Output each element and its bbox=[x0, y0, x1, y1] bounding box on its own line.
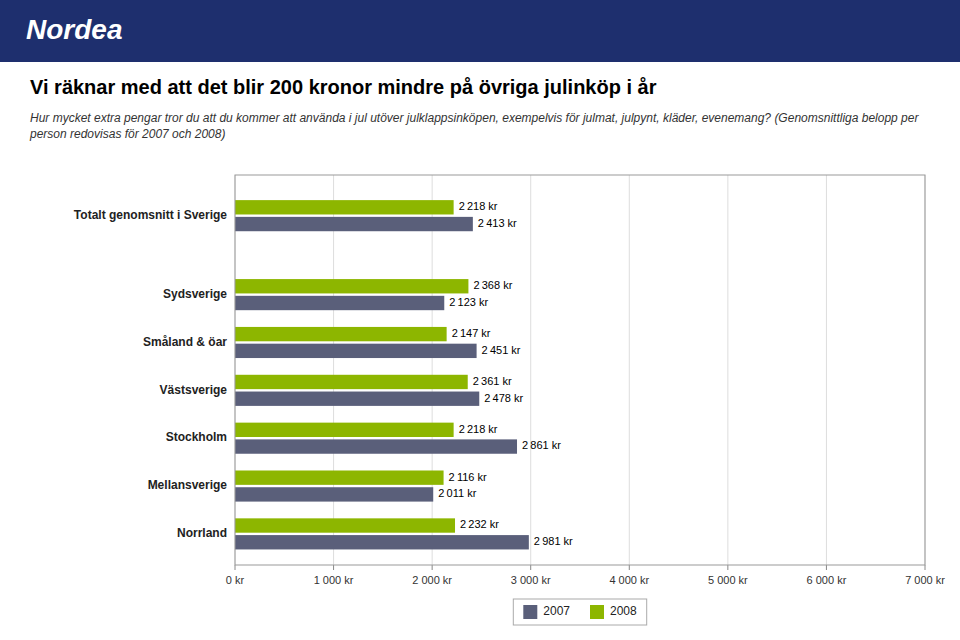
bar bbox=[235, 439, 517, 453]
grid-line bbox=[629, 175, 630, 565]
grid bbox=[235, 175, 925, 565]
legend-label: 2007 bbox=[543, 604, 570, 618]
data-label: 2 361 kr bbox=[473, 375, 512, 387]
bar bbox=[235, 392, 479, 406]
data-label: 2 123 kr bbox=[449, 296, 488, 308]
bar bbox=[235, 375, 468, 389]
bar bbox=[235, 470, 444, 484]
title: Vi räknar med att det blir 200 kronor mi… bbox=[30, 76, 930, 99]
bar bbox=[235, 327, 447, 341]
bar bbox=[235, 296, 444, 310]
data-label: 2 413 kr bbox=[478, 217, 517, 229]
tick-label: 0 kr bbox=[226, 574, 245, 586]
grid-line bbox=[530, 175, 531, 565]
data-label: 2 232 kr bbox=[460, 518, 499, 530]
data-label: 2 478 kr bbox=[484, 392, 523, 404]
tick-label: 2 000 kr bbox=[412, 574, 452, 586]
header-bar: Nordea bbox=[0, 0, 960, 62]
plot-frame bbox=[235, 175, 925, 565]
tick-label: 3 000 kr bbox=[511, 574, 551, 586]
legend-swatch bbox=[590, 605, 604, 619]
data-label: 2 218 kr bbox=[459, 423, 498, 435]
data-label: 2 368 kr bbox=[473, 279, 512, 291]
legend-label: 2008 bbox=[610, 604, 637, 618]
bar bbox=[235, 279, 468, 293]
bar bbox=[235, 535, 529, 549]
data-label: 2 451 kr bbox=[482, 344, 521, 356]
tick-label: 7 000 kr bbox=[905, 574, 945, 586]
data-label: 2 861 kr bbox=[522, 439, 561, 451]
tick-mark bbox=[826, 565, 827, 570]
chart: 0 kr 1 000 kr 2 000 kr 3 000 kr 4 000 kr 5 00… bbox=[0, 0, 960, 640]
tick-mark bbox=[629, 565, 630, 570]
tick-mark bbox=[925, 565, 926, 570]
bar bbox=[235, 518, 455, 532]
bar bbox=[235, 344, 477, 358]
category-label: Norrland bbox=[177, 526, 227, 540]
grid-line bbox=[826, 175, 827, 565]
data-label: 2 981 kr bbox=[534, 535, 573, 547]
tick-label: 5 000 kr bbox=[708, 574, 748, 586]
legend: 2007 2008 bbox=[513, 599, 646, 625]
bars bbox=[235, 200, 529, 549]
tick-label: 6 000 kr bbox=[807, 574, 847, 586]
category-label: Stockholm bbox=[166, 430, 227, 444]
category-label: Mellansverige bbox=[148, 478, 228, 492]
tick-mark bbox=[333, 565, 334, 570]
subtitle: Hur mycket extra pengar tror du att du k… bbox=[30, 110, 930, 142]
grid-line bbox=[333, 175, 334, 565]
data-label: 2 011 kr bbox=[438, 487, 476, 499]
tick-label: 1 000 kr bbox=[314, 574, 354, 586]
data-label: 2 218 kr bbox=[459, 200, 498, 212]
tick-mark bbox=[530, 565, 531, 570]
tick-mark bbox=[235, 565, 236, 570]
data-label: 2 147 kr bbox=[452, 327, 491, 339]
grid-line bbox=[432, 175, 433, 565]
bar bbox=[235, 200, 454, 214]
brand: Nordea bbox=[26, 14, 122, 46]
bar bbox=[235, 423, 454, 437]
grid-line bbox=[727, 175, 728, 565]
data-label: 2 116 kr bbox=[449, 471, 487, 483]
legend-box bbox=[513, 599, 646, 625]
legend-swatch bbox=[523, 605, 537, 619]
tick-label: 4 000 kr bbox=[609, 574, 649, 586]
category-label: Totalt genomsnitt i Sverige bbox=[74, 208, 227, 222]
data-labels: 2 413 kr 2 218 kr 2 123 kr 2 368 kr 2 451 kr… bbox=[438, 200, 573, 547]
category-label: Småland & öar bbox=[143, 335, 227, 349]
category-label: Sydsverige bbox=[163, 287, 227, 301]
category-label: Västsverige bbox=[160, 383, 228, 397]
bar bbox=[235, 487, 433, 501]
tick-mark bbox=[727, 565, 728, 570]
bar bbox=[235, 217, 473, 231]
tick-mark bbox=[432, 565, 433, 570]
